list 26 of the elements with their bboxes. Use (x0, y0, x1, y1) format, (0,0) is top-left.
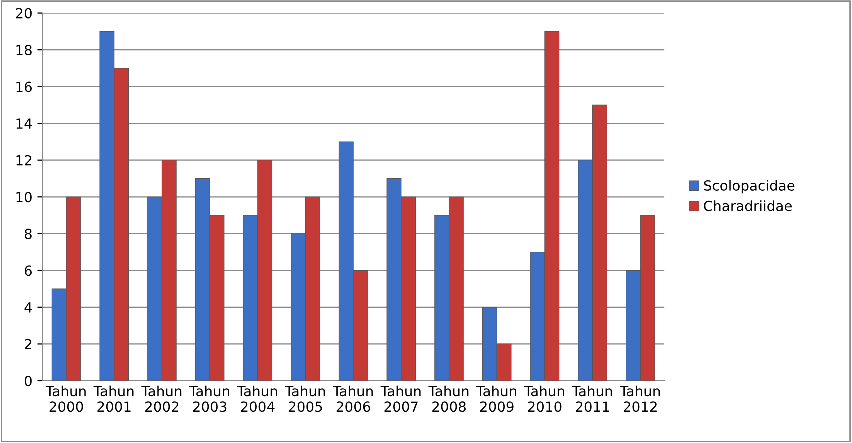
x-tick-label: Tahun 2008 (428, 386, 469, 412)
x-tick-label: Tahun 2007 (380, 386, 421, 412)
x-tick-label: Tahun 2005 (285, 386, 326, 412)
y-tick-label: 2 (25, 339, 32, 350)
y-tick-label: 4 (24, 302, 32, 313)
x-tick-label: Tahun 2006 (332, 386, 373, 412)
y-tick-label: 16 (16, 82, 32, 92)
x-tick-label: Tahun 2012 (620, 386, 660, 412)
x-tick-label: Tahun 2011 (572, 386, 612, 412)
x-tick-label: Tahun 2002 (142, 386, 182, 412)
y-tick-label: 0 (24, 376, 32, 386)
y-tick-label: 14 (16, 118, 32, 129)
y-tick-label: 6 (25, 266, 32, 276)
x-tick-label: Tahun 2003 (189, 386, 230, 412)
x-tick-label: Tahun 2001 (94, 386, 134, 412)
x-tick-label: Tahun 2010 (524, 386, 564, 412)
x-tick-label: Tahun 2000 (46, 386, 86, 412)
y-tick-label: 8 (24, 228, 32, 240)
y-tick-label: 20 (16, 8, 32, 19)
y-tick-label: 10 (16, 192, 32, 203)
y-tick-label: 18 (16, 45, 32, 56)
legend-label: Charadriidae (704, 200, 792, 212)
legend-label: Scolopacidae (704, 180, 795, 194)
y-tick-label: 12 (16, 155, 32, 166)
x-tick-label: Tahun 2009 (476, 386, 516, 412)
x-tick-label: Tahun 2004 (237, 386, 278, 412)
